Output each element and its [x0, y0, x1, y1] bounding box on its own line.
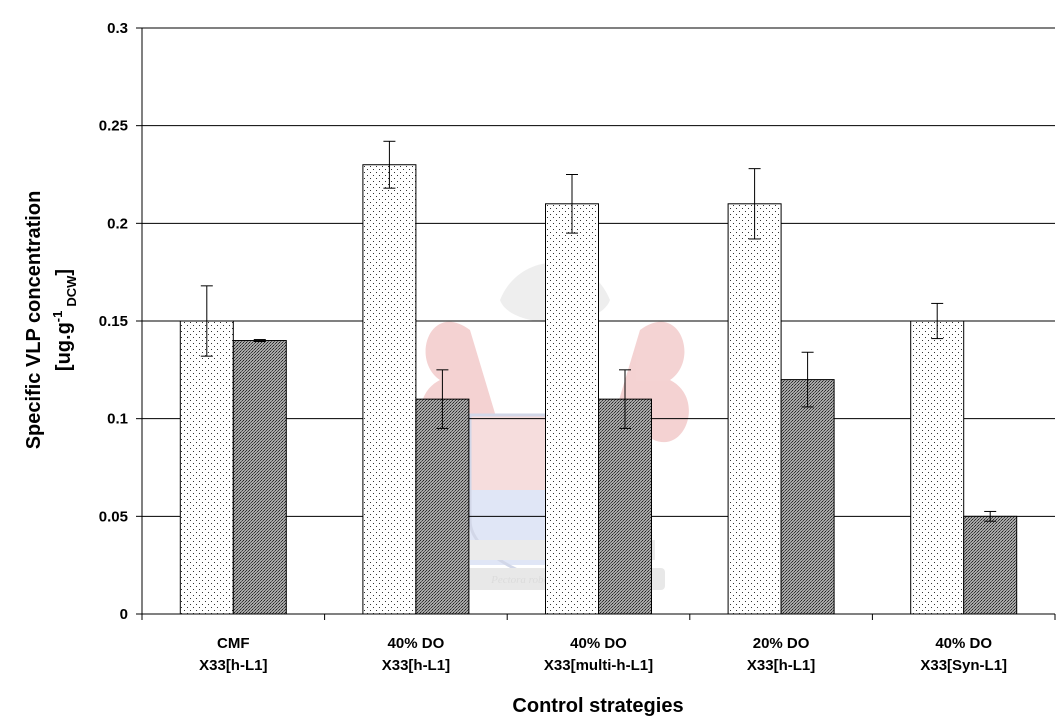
- y-axis-title: Specific VLP concentration [ug.g-1 DCW]: [23, 191, 79, 450]
- y-axis-title-end: ]: [53, 269, 75, 276]
- x-tick-label-2-line1: 40% DO: [570, 635, 627, 652]
- x-tick-label-4-line1: 40% DO: [935, 635, 992, 652]
- bar-0-0: [179, 320, 234, 615]
- error-bar-3-0: [748, 168, 761, 240]
- error-bars: [200, 140, 997, 522]
- bar-4-1: [963, 515, 1018, 615]
- error-bar-2-1: [619, 369, 631, 429]
- error-bar-1-1: [436, 369, 449, 429]
- x-tick-label-1-line1: 40% DO: [388, 635, 445, 652]
- y-tick-label-5: 0.25: [99, 118, 128, 135]
- bar-2-0: [545, 203, 599, 615]
- error-bar-4-1: [984, 510, 997, 522]
- x-axis-title: Control strategies: [512, 695, 683, 717]
- y-tick-label-4: 0.2: [107, 215, 128, 232]
- bar-0-1: [232, 340, 287, 615]
- error-bar-1-0: [383, 140, 396, 189]
- x-tick-labels: CMF X33[h-L1] 40% DO X33[h-L1] 40% DO X33[mul…: [141, 614, 1056, 674]
- y-axis-title-line1: Specific VLP concentration: [23, 191, 45, 450]
- bar-1-0: [362, 164, 417, 615]
- y-tick-label-2: 0.1: [107, 411, 128, 428]
- x-tick-label-3-line1: 20% DO: [753, 635, 810, 652]
- y-tick-labels: 0 0.05 0.1 0.15 0.2 0.25 0.3: [99, 20, 142, 623]
- x-tick-label-4-line2: X33[Syn-L1]: [920, 657, 1007, 674]
- x-tick-label-1-line2: X33[h-L1]: [382, 657, 450, 674]
- y-tick-label-6: 0.3: [107, 20, 128, 37]
- error-bar-0-0: [200, 285, 213, 357]
- y-tick-label-1: 0.05: [99, 508, 128, 525]
- bar-3-0: [727, 203, 782, 615]
- x-tick-label-0-line2: X33[h-L1]: [199, 657, 267, 674]
- x-tick-label-3-line2: X33[h-L1]: [747, 657, 815, 674]
- x-tick-label-2-line2: X33[multi-h-L1]: [544, 657, 653, 674]
- x-tick-label-0-line1: CMF: [217, 635, 250, 652]
- y-tick-label-0: 0: [120, 606, 128, 623]
- y-axis-title-unit: [ug.g: [53, 322, 75, 371]
- bar-3-1: [780, 379, 835, 615]
- y-axis-title-sub: DCW: [64, 275, 79, 307]
- bar-2-1: [598, 398, 652, 615]
- y-axis-title-sup: -1: [50, 311, 65, 323]
- error-bar-3-1: [801, 351, 814, 408]
- error-bar-2-0: [566, 174, 578, 234]
- bar-1-1: [415, 398, 470, 615]
- y-axis-title-line2: [ug.g-1 DCW]: [50, 269, 79, 371]
- bars: [179, 164, 1018, 615]
- error-bar-0-1: [253, 339, 266, 343]
- error-bar-4-0: [931, 302, 944, 340]
- y-tick-label-3: 0.15: [99, 313, 128, 330]
- bar-4-0: [910, 320, 965, 615]
